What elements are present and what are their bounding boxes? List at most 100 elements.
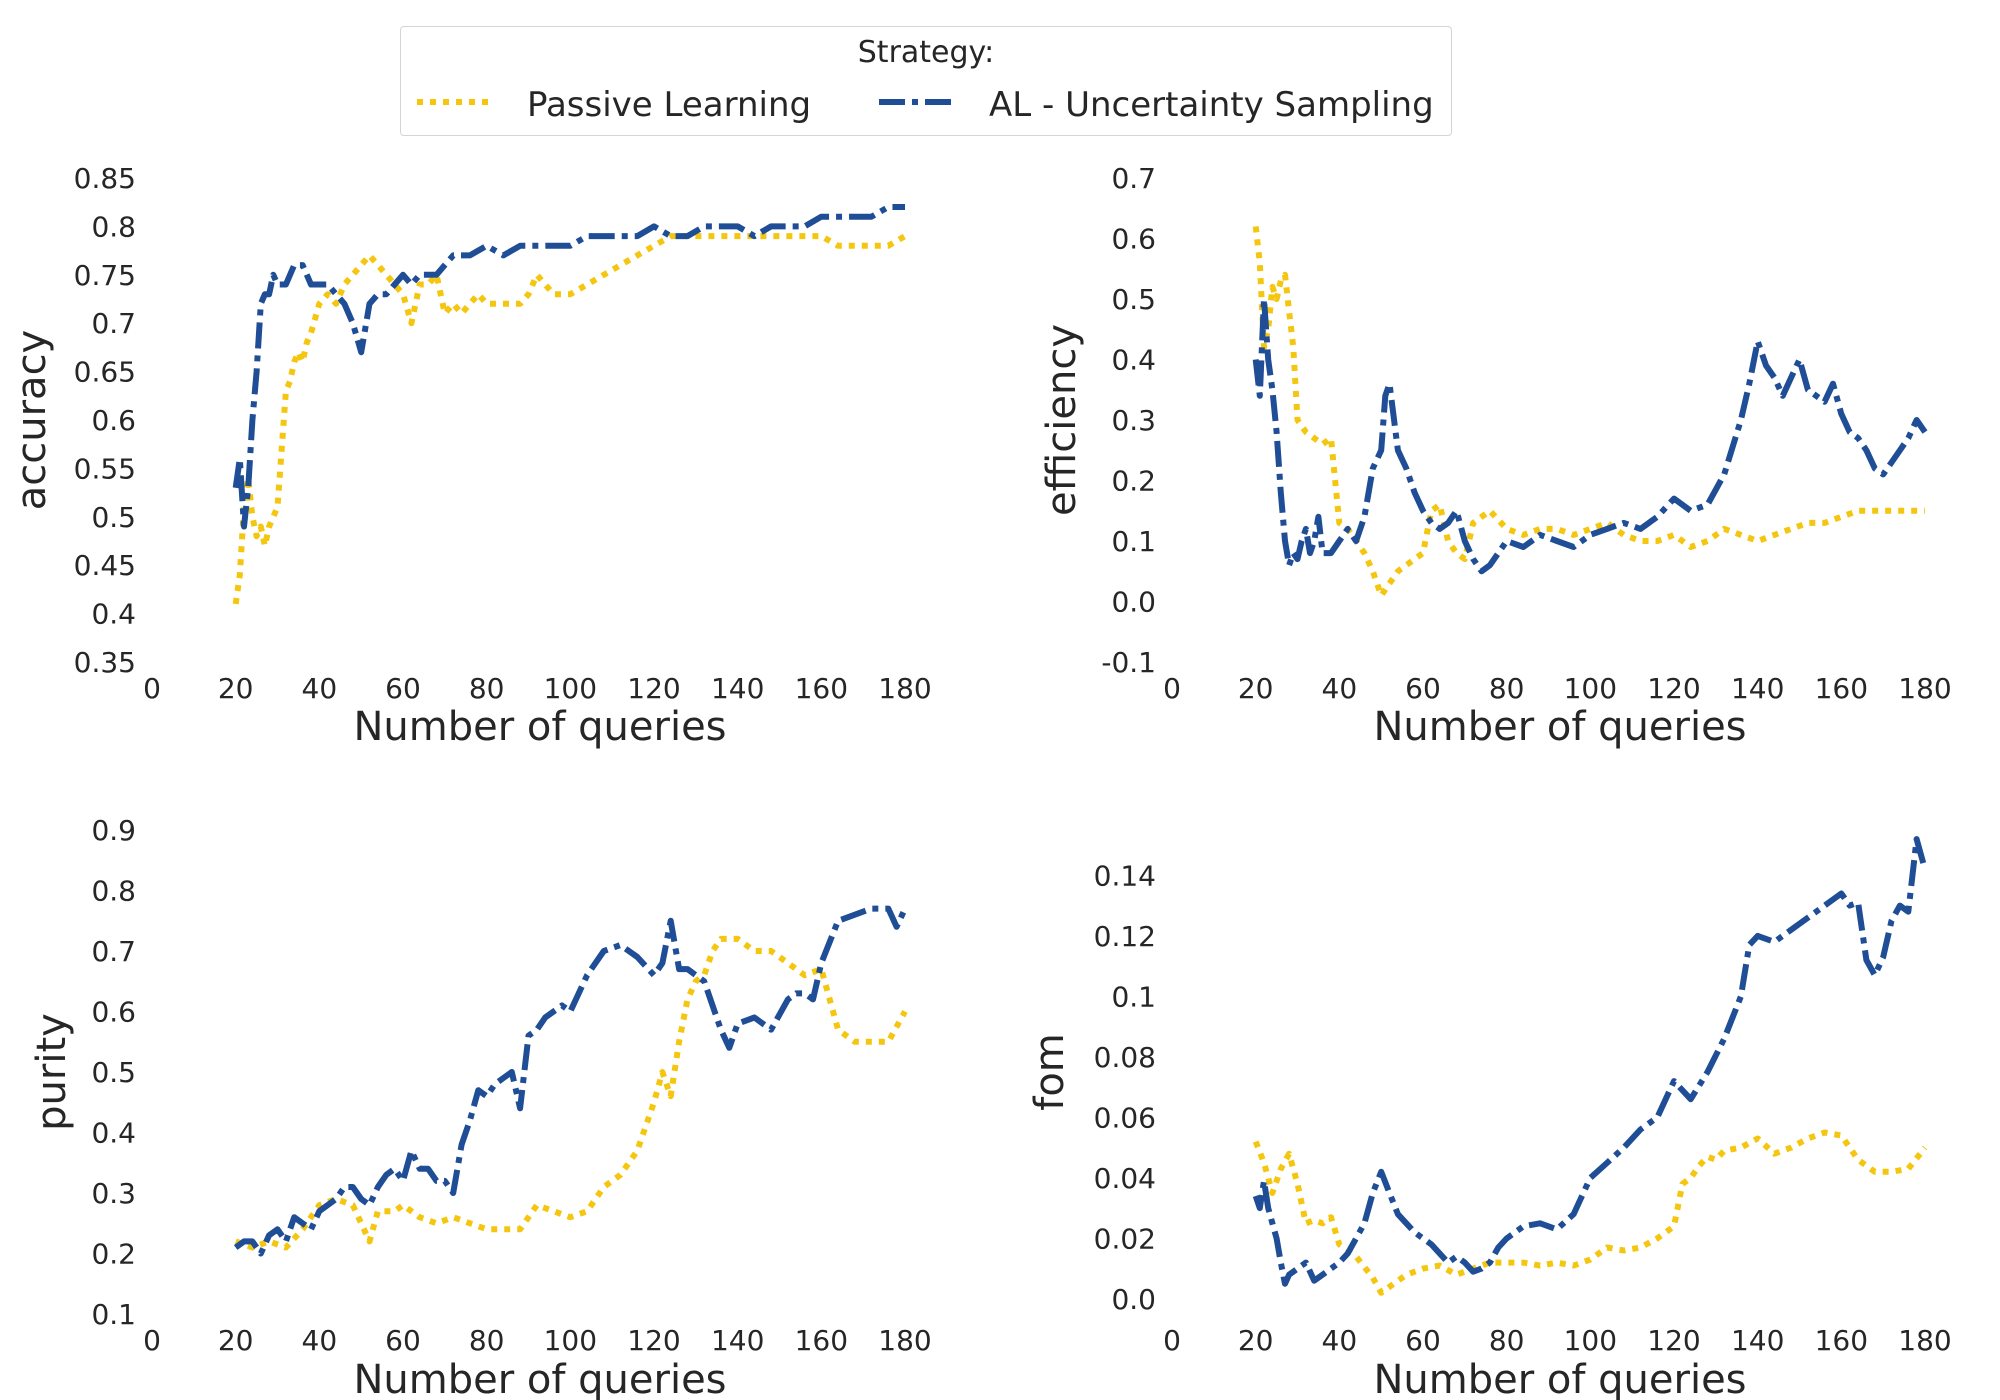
x-tick-label: 60	[1405, 1324, 1441, 1357]
y-tick-label: 0.0	[1111, 586, 1156, 619]
y-tick-label: 0.1	[91, 1298, 136, 1331]
x-tick-label: 140	[1731, 1324, 1784, 1357]
x-tick-label: 60	[385, 672, 421, 705]
y-tick-label: 0.12	[1094, 920, 1156, 953]
legend-title: Strategy:	[857, 35, 995, 70]
x-tick-label: 40	[302, 672, 338, 705]
y-tick-label: 0.1	[1111, 980, 1156, 1013]
y-tick-label: 0.85	[74, 162, 136, 195]
legend: Strategy: Passive Learning AL - Uncertai…	[400, 26, 1452, 136]
y-tick-label: 0.65	[74, 356, 136, 389]
x-tick-label: 140	[1731, 672, 1784, 705]
x-tick-label: 80	[469, 672, 505, 705]
x-tick-label: 40	[1322, 672, 1358, 705]
x-tick-label: 80	[469, 1324, 505, 1357]
x-tick-label: 0	[1163, 1324, 1181, 1357]
y-tick-label: 0.8	[91, 875, 136, 908]
x-tick-label: 100	[1564, 1324, 1617, 1357]
y-tick-label: 0.04	[1094, 1162, 1156, 1195]
x-axis-label: Number of queries	[353, 704, 726, 750]
y-tick-label: 0.7	[1111, 162, 1156, 195]
y-tick-label: 0.1	[1111, 525, 1156, 558]
x-tick-label: 160	[795, 672, 848, 705]
x-tick-label: 120	[627, 672, 680, 705]
chart-top-right: -0.1 0.0 0.1 0.2 0.3 0.4 0.5 0.6 0.7 0 20 40 60 80 100…	[1039, 162, 1952, 750]
y-tick-label: 0.0	[1111, 1283, 1156, 1316]
series-line-uncertainty-sampling	[232, 204, 905, 530]
x-tick-label: 0	[143, 1324, 161, 1357]
chart-bottom-right: 0.0 0.02 0.04 0.06 0.08 0.1 0.12 0.14 0 20 40 60 80 1…	[1027, 836, 1952, 1400]
y-tick-label: 0.2	[91, 1238, 136, 1271]
x-tick-label: 180	[1898, 672, 1951, 705]
y-tick-label: -0.1	[1101, 646, 1156, 679]
x-tick-label: 20	[1238, 1324, 1274, 1357]
y-tick-label: 0.4	[1111, 344, 1156, 377]
x-tick-label: 80	[1489, 1324, 1525, 1357]
y-tick-label: 0.2	[1111, 465, 1156, 498]
y-tick-label: 0.7	[91, 307, 136, 340]
y-tick-label: 0.3	[91, 1177, 136, 1210]
x-tick-label: 180	[1898, 1324, 1951, 1357]
x-tick-label: 180	[878, 1324, 931, 1357]
x-axis-label: Number of queries	[1373, 1357, 1746, 1400]
x-tick-label: 100	[544, 672, 597, 705]
x-tick-label: 40	[302, 1324, 338, 1357]
y-tick-label: 0.6	[91, 404, 136, 437]
y-tick-label: 0.5	[1111, 283, 1156, 316]
chart-top-left: 0.35 0.4 0.45 0.5 0.55 0.6 0.65 0.7 0.75 0.8 0.85 0…	[9, 162, 932, 750]
y-tick-label: 0.6	[91, 996, 136, 1029]
y-tick-label: 0.45	[74, 549, 136, 582]
x-tick-label: 20	[1238, 672, 1274, 705]
y-tick-label: 0.06	[1094, 1101, 1156, 1134]
series-line-uncertainty-sampling	[233, 905, 908, 1257]
y-tick-label: 0.75	[74, 259, 136, 292]
x-tick-label: 60	[1405, 672, 1441, 705]
x-tick-label: 0	[1163, 672, 1181, 705]
x-axis-label: Number of queries	[1373, 704, 1746, 750]
x-tick-label: 60	[385, 1324, 421, 1357]
y-tick-label: 0.14	[1094, 859, 1156, 892]
x-tick-label: 0	[143, 672, 161, 705]
y-tick-label: 0.6	[1111, 223, 1156, 256]
x-tick-label: 120	[1647, 672, 1700, 705]
y-tick-label: 0.4	[91, 1117, 136, 1150]
x-tick-label: 160	[1815, 1324, 1868, 1357]
y-axis-label: efficiency	[1039, 324, 1085, 516]
y-tick-label: 0.5	[91, 1056, 136, 1089]
series-line-uncertainty-sampling	[1252, 296, 1928, 575]
y-tick-label: 0.02	[1094, 1222, 1156, 1255]
y-tick-label: 0.55	[74, 452, 136, 485]
y-tick-label: 0.4	[91, 598, 136, 631]
chart-bottom-left: 0.1 0.2 0.3 0.4 0.5 0.6 0.7 0.8 0.9 0 20 40 60 80 100 1…	[29, 814, 932, 1400]
legend-label-uncertainty-sampling: AL - Uncertainty Sampling	[989, 85, 1434, 125]
x-tick-label: 100	[544, 1324, 597, 1357]
y-tick-label: 0.08	[1094, 1041, 1156, 1074]
y-axis-label: purity	[29, 1013, 75, 1131]
x-tick-label: 180	[878, 672, 931, 705]
y-tick-label: 0.7	[91, 935, 136, 968]
y-axis-label: fom	[1027, 1033, 1073, 1111]
y-tick-label: 0.8	[91, 210, 136, 243]
x-tick-label: 140	[711, 1324, 764, 1357]
y-tick-label: 0.9	[91, 814, 136, 847]
x-tick-label: 20	[218, 672, 254, 705]
x-tick-label: 120	[627, 1324, 680, 1357]
legend-swatch-uncertainty-sampling	[879, 99, 955, 105]
y-tick-label: 0.3	[1111, 404, 1156, 437]
x-tick-label: 40	[1322, 1324, 1358, 1357]
y-tick-label: 0.35	[74, 646, 136, 679]
x-tick-label: 140	[711, 672, 764, 705]
x-tick-label: 20	[218, 1324, 254, 1357]
x-tick-label: 160	[1815, 672, 1868, 705]
x-tick-label: 120	[1647, 1324, 1700, 1357]
x-axis-label: Number of queries	[353, 1357, 726, 1400]
series-line-passive-learning	[1252, 1129, 1928, 1296]
series-line-passive-learning	[234, 935, 908, 1251]
series-line-uncertainty-sampling	[1252, 836, 1928, 1287]
x-tick-label: 160	[795, 1324, 848, 1357]
y-axis-label: accuracy	[9, 330, 55, 510]
legend-label-passive-learning: Passive Learning	[527, 85, 812, 125]
y-tick-label: 0.5	[91, 501, 136, 534]
series-line-passive-learning	[1252, 226, 1925, 599]
